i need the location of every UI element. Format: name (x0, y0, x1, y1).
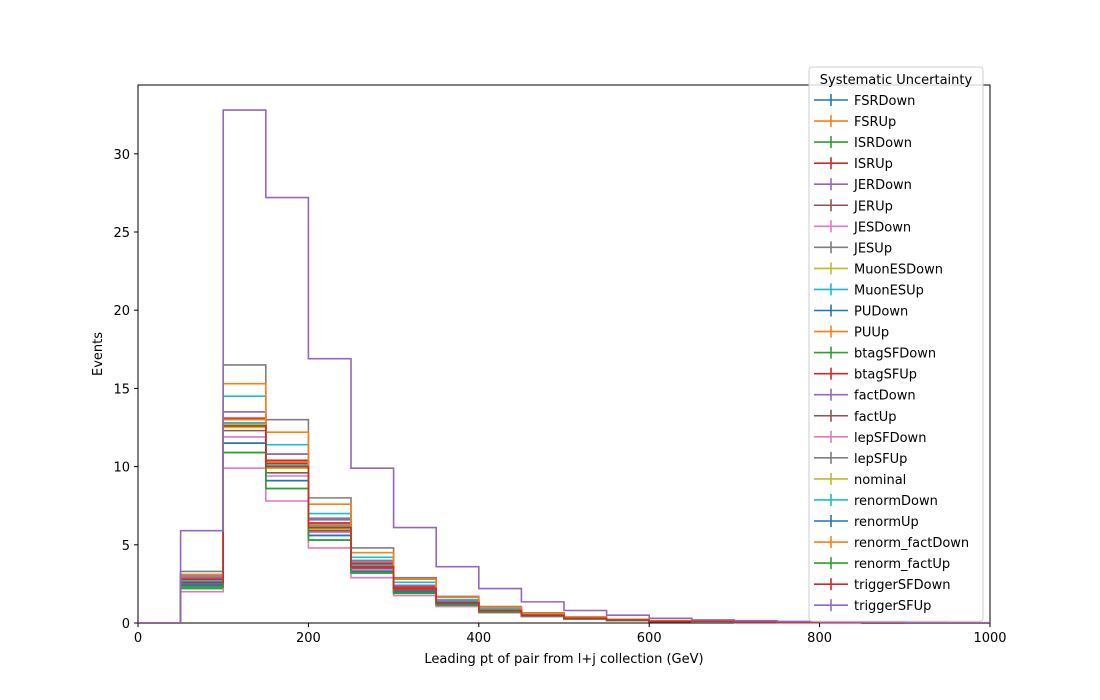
legend-label: btagSFDown (854, 347, 936, 362)
x-axis-label: Leading pt of pair from l+j collection (… (424, 652, 703, 667)
legend-item-triggerSFUp: triggerSFUp (814, 599, 931, 614)
legend-item-MuonESUp: MuonESUp (814, 283, 924, 298)
legend-label: renormDown (854, 494, 938, 509)
legend-item-factDown: factDown (814, 388, 916, 404)
legend-label: lepSFDown (854, 431, 926, 446)
legend-item-nominal: nominal (814, 472, 906, 488)
x-tick-label: 1000 (973, 631, 1006, 646)
legend-item-renormUp: renormUp (814, 515, 919, 530)
legend-title: Systematic Uncertainty (820, 73, 973, 88)
legend-label: JESUp (853, 241, 892, 256)
legend-label: renorm_factDown (854, 536, 969, 551)
x-tick-label: 200 (296, 631, 321, 646)
legend-item-JERDown: JERDown (814, 178, 912, 193)
legend-label: factUp (854, 410, 897, 425)
y-tick-label: 25 (113, 226, 130, 241)
legend-item-FSRUp: FSRUp (814, 115, 896, 130)
legend-label: ISRDown (854, 136, 912, 151)
legend-label: nominal (854, 473, 906, 488)
legend-label: PUDown (854, 305, 908, 320)
legend-label: FSRDown (854, 94, 915, 109)
axes-layer: 0 200 400 600 800 1000 0 5 10 15 20 25 30 (113, 148, 1006, 646)
series-line-triggerSFUp (138, 109, 990, 624)
legend-label: JESDown (853, 220, 911, 235)
legend-item-renorm_factDown: renorm_factDown (814, 536, 969, 551)
legend-label: PUUp (854, 326, 889, 341)
plot-frame (137, 84, 991, 624)
legend-item-renorm_factUp: renorm_factUp (814, 557, 950, 572)
legend-label: JERDown (853, 178, 912, 193)
legend-item-lepSFDown: lepSFDown (814, 430, 926, 446)
legend-item-JERUp: JERUp (814, 199, 893, 214)
y-tick-label: 10 (113, 461, 130, 476)
legend-item-JESDown: JESDown (814, 220, 911, 235)
legend-label: ISRUp (854, 157, 893, 172)
legend-item-FSRDown: FSRDown (814, 94, 915, 109)
legend-item-btagSFDown: btagSFDown (814, 346, 936, 362)
y-tick-label: 0 (122, 617, 130, 632)
legend-item-PUDown: PUDown (814, 304, 908, 320)
y-tick-label: 30 (113, 148, 130, 163)
x-tick-label: 400 (466, 631, 491, 646)
legend-label: renormUp (854, 515, 919, 530)
legend-box (808, 66, 984, 622)
legend-label: triggerSFUp (854, 599, 931, 614)
y-tick-label: 15 (113, 382, 130, 397)
series-layer (138, 109, 990, 624)
y-tick-label: 20 (113, 304, 130, 319)
legend-item-MuonESDown: MuonESDown (814, 262, 943, 277)
legend-label: triggerSFDown (854, 578, 950, 593)
legend-label: FSRUp (854, 115, 896, 130)
legend-label: lepSFUp (854, 452, 907, 467)
y-tick-label: 5 (122, 539, 130, 554)
legend-label: factDown (854, 389, 916, 404)
legend-item-btagSFUp: btagSFUp (814, 367, 917, 383)
x-tick-label: 0 (134, 631, 142, 646)
legend-item-PUUp: PUUp (814, 325, 889, 341)
y-axis-label: Events (91, 332, 106, 376)
legend-label: MuonESUp (854, 283, 924, 298)
x-tick-label: 600 (637, 631, 662, 646)
legend-item-ISRDown: ISRDown (814, 136, 912, 151)
legend-item-triggerSFDown: triggerSFDown (814, 578, 950, 593)
legend-label: JERUp (853, 199, 893, 214)
legend-item-ISRUp: ISRUp (814, 157, 893, 172)
legend-item-factUp: factUp (814, 409, 897, 425)
legend-label: MuonESDown (854, 262, 943, 277)
legend-item-lepSFUp: lepSFUp (814, 451, 907, 467)
legend-items: FSRDown FSRUp ISRDown ISRUp JERDown JERUp JESD… (814, 94, 969, 614)
legend-item-renormDown: renormDown (814, 493, 938, 509)
legend-label: renorm_factUp (854, 557, 950, 572)
legend-label: btagSFUp (854, 368, 917, 383)
legend: Systematic Uncertainty FSRDown FSRUp ISRDo… (808, 66, 984, 622)
x-tick-label: 800 (807, 631, 832, 646)
legend-item-JESUp: JESUp (814, 241, 892, 256)
